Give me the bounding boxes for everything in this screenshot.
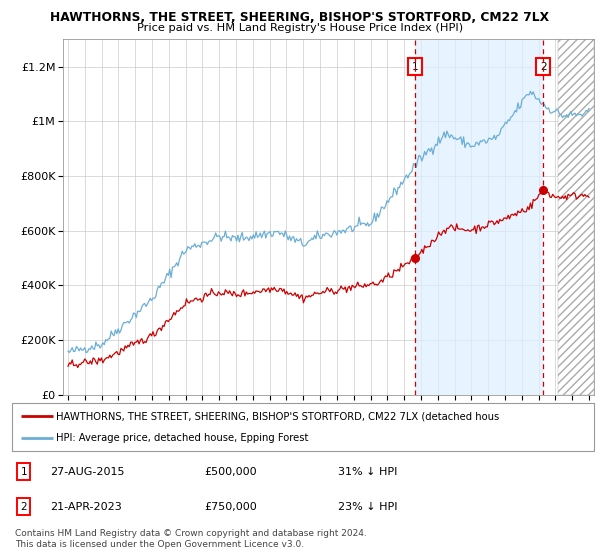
Text: 27-AUG-2015: 27-AUG-2015 xyxy=(50,467,124,477)
Text: HAWTHORNS, THE STREET, SHEERING, BISHOP'S STORTFORD, CM22 7LX: HAWTHORNS, THE STREET, SHEERING, BISHOP'… xyxy=(50,11,550,24)
Text: 1: 1 xyxy=(412,62,418,72)
Text: 2: 2 xyxy=(540,62,547,72)
Text: HAWTHORNS, THE STREET, SHEERING, BISHOP'S STORTFORD, CM22 7LX (detached hous: HAWTHORNS, THE STREET, SHEERING, BISHOP'… xyxy=(56,411,499,421)
Text: £500,000: £500,000 xyxy=(204,467,257,477)
Text: 1: 1 xyxy=(20,467,27,477)
Bar xyxy=(415,39,544,395)
Text: 2: 2 xyxy=(20,502,27,512)
Text: Contains HM Land Registry data © Crown copyright and database right 2024.
This d: Contains HM Land Registry data © Crown c… xyxy=(15,529,367,549)
Bar xyxy=(558,39,594,395)
Text: 31% ↓ HPI: 31% ↓ HPI xyxy=(338,467,397,477)
Text: 23% ↓ HPI: 23% ↓ HPI xyxy=(338,502,397,512)
Text: Price paid vs. HM Land Registry's House Price Index (HPI): Price paid vs. HM Land Registry's House … xyxy=(137,23,463,33)
Text: 21-APR-2023: 21-APR-2023 xyxy=(50,502,122,512)
Text: HPI: Average price, detached house, Epping Forest: HPI: Average price, detached house, Eppi… xyxy=(56,433,308,443)
Text: £750,000: £750,000 xyxy=(204,502,257,512)
